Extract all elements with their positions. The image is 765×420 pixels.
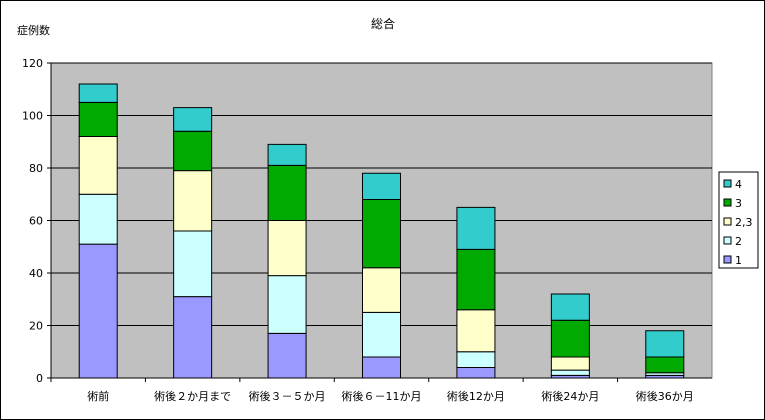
bar-segment-series-3 xyxy=(267,220,307,277)
plot-area: 0 20 40 60 80 100 120 術前 術後２か月まで 術後３－５か月 術後６－11か月 術… xyxy=(22,57,713,403)
bar-segment-series-1 xyxy=(78,243,118,379)
x-tick-label: 術後36か月 xyxy=(636,389,694,403)
bar-segment-series-3 xyxy=(456,309,496,353)
x-tick-label: 術後２か月まで xyxy=(154,389,231,403)
bar-segment-series-5 xyxy=(645,330,685,358)
bar-segment-series-5 xyxy=(456,206,496,250)
bar-segment-series-1 xyxy=(173,296,213,379)
legend-label: 2,3 xyxy=(735,216,753,229)
bar-segment-series-3 xyxy=(550,356,590,371)
bar-segment-series-2 xyxy=(267,275,307,334)
x-tick-label: 術後12か月 xyxy=(447,389,505,403)
bar-segment-series-3 xyxy=(173,170,213,232)
bar-segment-series-4 xyxy=(550,319,590,358)
bar-segment-series-5 xyxy=(267,143,307,166)
bar-segment-series-4 xyxy=(78,101,118,137)
y-tick-label: 0 xyxy=(36,372,43,385)
y-tick-label: 100 xyxy=(22,110,43,123)
bar-segment-series-5 xyxy=(550,293,590,321)
y-tick-label: 40 xyxy=(29,267,43,280)
legend-label: 4 xyxy=(735,178,742,191)
x-tick-label: 術前 xyxy=(87,389,109,403)
x-tick-label: 術後６－11か月 xyxy=(342,389,422,403)
bar-segment-series-4 xyxy=(267,164,307,221)
bar-segment-series-4 xyxy=(173,130,213,172)
legend-swatch xyxy=(723,217,732,226)
bar-segment-series-3 xyxy=(362,267,401,313)
bar-segment-series-1 xyxy=(267,332,307,379)
y-tick-label: 80 xyxy=(29,162,43,175)
y-tick-label: 120 xyxy=(22,57,43,70)
legend-swatch xyxy=(723,179,732,188)
y-tick-label: 60 xyxy=(29,215,43,228)
bar-segment-series-5 xyxy=(173,107,213,132)
bar-segment-series-1 xyxy=(362,356,401,379)
bar-segment-series-5 xyxy=(78,83,118,103)
y-tick-label: 20 xyxy=(29,320,43,333)
legend-label: 2 xyxy=(735,235,742,248)
bar-segment-series-4 xyxy=(456,248,496,311)
chart-title: 総合 xyxy=(371,16,395,31)
legend-label: 1 xyxy=(735,254,742,267)
x-tick-label: 術後24か月 xyxy=(541,389,599,403)
bar-segment-series-2 xyxy=(362,311,401,358)
bar-segment-series-2 xyxy=(78,193,118,245)
bar-segment-series-2 xyxy=(173,230,213,298)
legend-swatch xyxy=(723,198,732,207)
bar-segment-series-2 xyxy=(550,369,590,376)
legend-label: 3 xyxy=(735,197,742,210)
legend-swatch xyxy=(723,236,732,245)
bar-segment-series-4 xyxy=(645,356,685,374)
bar-segment-series-1 xyxy=(456,367,496,379)
bar-segment-series-5 xyxy=(362,172,401,200)
legend-swatch xyxy=(723,255,732,264)
y-axis-label: 症例数 xyxy=(17,23,50,37)
bar-segment-series-4 xyxy=(362,199,401,269)
bar-segment-series-3 xyxy=(78,136,118,195)
bar-segment-series-2 xyxy=(456,351,496,368)
legend: 4 3 2,3 2 1 xyxy=(718,171,759,269)
x-tick-label: 術後３－５か月 xyxy=(249,389,326,403)
